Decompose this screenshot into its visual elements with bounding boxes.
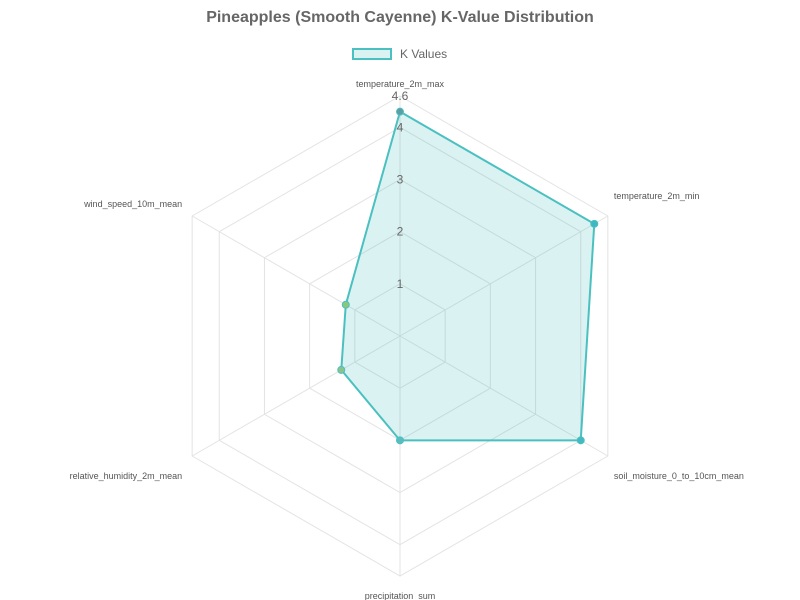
data-point[interactable] (397, 437, 404, 444)
axis-label: temperature_2m_min (614, 191, 700, 201)
data-point[interactable] (591, 220, 598, 227)
axis-label: wind_speed_10m_mean (83, 199, 182, 209)
tick-label: 2 (397, 225, 404, 239)
tick-label: 3 (397, 172, 404, 186)
axis-label: soil_moisture_0_to_10cm_mean (614, 471, 744, 481)
data-area (341, 112, 594, 441)
axis-label: precipitation_sum (365, 591, 436, 600)
axis-label: relative_humidity_2m_mean (70, 471, 183, 481)
data-point[interactable] (397, 108, 404, 115)
data-point[interactable] (342, 301, 349, 308)
data-point[interactable] (577, 437, 584, 444)
data-point[interactable] (338, 366, 345, 373)
series-area (341, 112, 594, 441)
tick-label: 1 (397, 277, 404, 291)
tick-label: 4 (397, 120, 404, 134)
tick-label: 4.6 (392, 89, 409, 103)
axis-label: temperature_2m_max (356, 79, 445, 89)
